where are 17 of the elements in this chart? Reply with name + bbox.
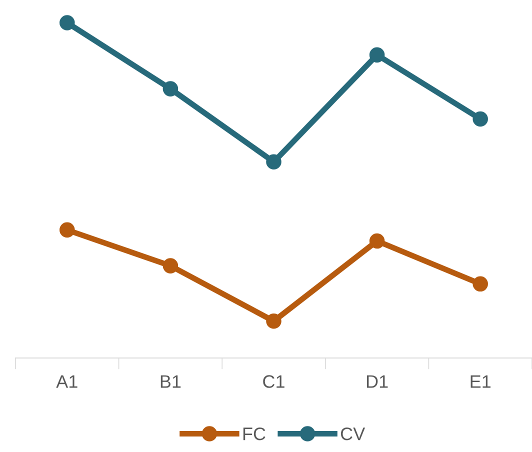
point	[266, 154, 282, 170]
point	[60, 15, 75, 30]
x-tick-label: C1	[263, 375, 284, 388]
point	[369, 47, 385, 63]
legend-label: CV	[340, 427, 366, 440]
point	[266, 313, 282, 329]
point	[162, 258, 178, 274]
point	[472, 276, 488, 292]
legend-label: FC	[243, 427, 266, 440]
x-tick-label: A1	[56, 375, 78, 388]
point	[60, 222, 75, 238]
x-tick-label: E1	[470, 375, 491, 388]
point	[369, 233, 385, 249]
x-tick-label: B1	[160, 375, 181, 388]
point	[472, 111, 488, 127]
point	[162, 81, 178, 96]
x-tick-label: D1	[366, 375, 388, 388]
